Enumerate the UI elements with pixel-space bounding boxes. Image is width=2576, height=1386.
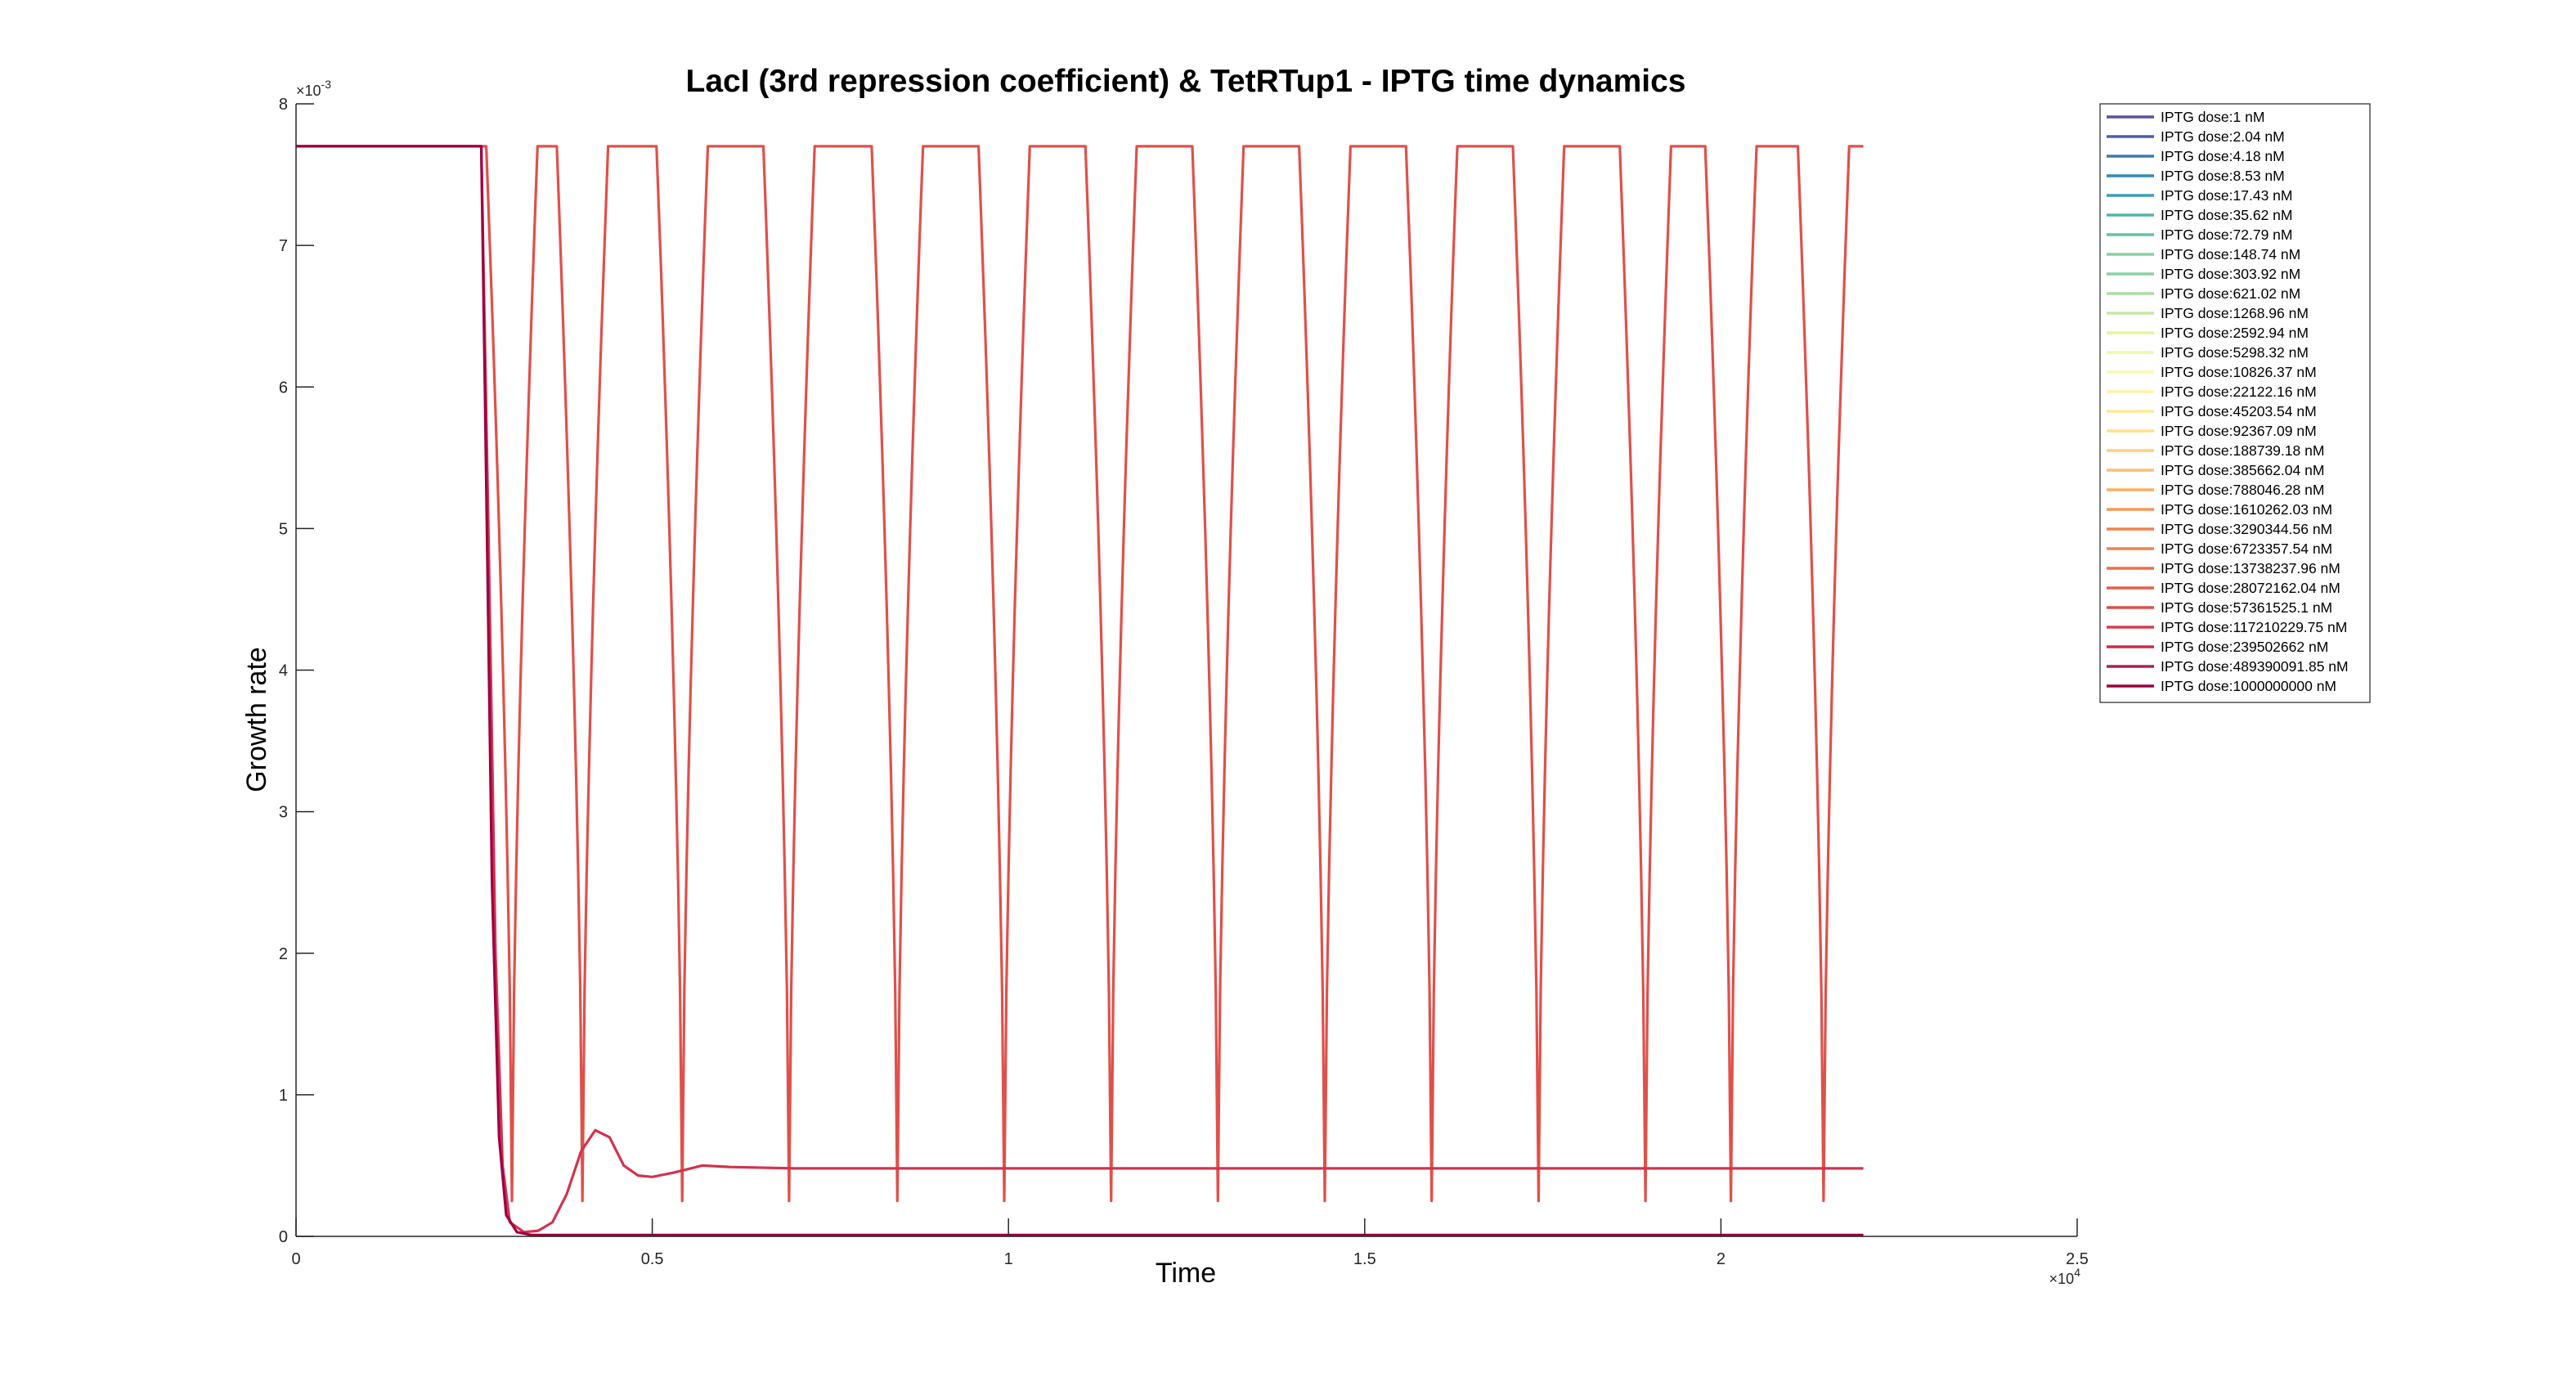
legend-entry-label: IPTG dose:6723357.54 nM [2161, 540, 2332, 557]
legend-entry-label: IPTG dose:57361525.1 nM [2161, 599, 2332, 616]
legend-entry-label: IPTG dose:45203.54 nM [2161, 403, 2317, 419]
legend-entry-label: IPTG dose:22122.16 nM [2161, 384, 2317, 400]
legend-entry-label: IPTG dose:10826.37 nM [2161, 364, 2317, 380]
x-tick-label: 0 [291, 1250, 300, 1268]
y-tick-label: 0 [279, 1228, 288, 1246]
y-tick-label: 3 [279, 804, 288, 822]
legend-entry-label: IPTG dose:3290344.56 nM [2161, 521, 2332, 537]
x-tick-label: 2 [1717, 1250, 1726, 1268]
legend-entry-label: IPTG dose:28072162.04 nM [2161, 580, 2340, 596]
y-tick-label: 4 [279, 662, 288, 680]
y-tick-label: 5 [279, 520, 288, 538]
y-exponent-label: ×10-3 [296, 78, 331, 99]
legend-entry-label: IPTG dose:117210229.75 nM [2161, 619, 2347, 635]
legend-entry-label: IPTG dose:1000000000 nM [2161, 678, 2336, 694]
legend-entry-label: IPTG dose:239502662 nM [2161, 639, 2328, 655]
chart-title: LacI (3rd repression coefficient) & TetR… [686, 64, 1686, 99]
legend-entry-label: IPTG dose:2592.94 nM [2161, 325, 2309, 341]
legend-entry-label: IPTG dose:4.18 nM [2161, 148, 2285, 164]
x-axis-title: Time [1156, 1258, 1216, 1289]
legend-entry-label: IPTG dose:1 nM [2161, 109, 2264, 125]
y-tick-label: 8 [279, 96, 288, 114]
x-tick-label: 0.5 [641, 1250, 664, 1268]
legend-entry-label: IPTG dose:2.04 nM [2161, 128, 2285, 145]
legend-entry-label: IPTG dose:35.62 nM [2161, 207, 2292, 223]
series-line-oscillating [296, 145, 1864, 1203]
y-tick-label: 2 [279, 945, 288, 963]
legend: IPTG dose:1 nM IPTG dose:2.04 nM IPTG dose… [2099, 103, 2371, 703]
x-tick-label: 1.5 [1353, 1250, 1376, 1268]
legend-entry-label: IPTG dose:788046.28 nM [2161, 482, 2324, 498]
legend-box [2099, 103, 2371, 703]
y-tick-label: 7 [279, 237, 288, 255]
legend-entry-label: IPTG dose:92367.09 nM [2161, 423, 2317, 439]
series-line-damped [296, 145, 1864, 1234]
legend-entry-label: IPTG dose:621.02 nM [2161, 285, 2300, 302]
legend-entry-label: IPTG dose:5298.32 nM [2161, 344, 2309, 361]
y-tick-label: 6 [279, 379, 288, 397]
legend-entry-label: IPTG dose:1268.96 nM [2161, 305, 2309, 321]
legend-entry-label: IPTG dose:188739.18 nM [2161, 442, 2324, 459]
x-tick-label: 2.5 [2066, 1250, 2089, 1268]
legend-entry-label: IPTG dose:13738237.96 nM [2161, 560, 2340, 576]
legend-entry-label: IPTG dose:489390091.85 nM [2161, 658, 2349, 675]
x-exponent-label: ×104 [2049, 1266, 2081, 1287]
legend-entry-label: IPTG dose:1610262.03 nM [2161, 501, 2332, 518]
legend-entry-label: IPTG dose:385662.04 nM [2161, 462, 2324, 478]
y-axis-title: Growth rate [241, 647, 272, 792]
y-tick-label: 1 [279, 1087, 288, 1105]
series-line-flat-zero [296, 145, 1864, 1236]
legend-entry-label: IPTG dose:17.43 nM [2161, 187, 2292, 204]
x-tick-label: 1 [1004, 1250, 1013, 1268]
legend-entry-label: IPTG dose:148.74 nM [2161, 246, 2300, 262]
series-lines [296, 145, 1864, 1236]
legend-entry-label: IPTG dose:72.79 nM [2161, 227, 2292, 243]
legend-entry-label: IPTG dose:8.53 nM [2161, 168, 2285, 184]
legend-entry-label: IPTG dose:303.92 nM [2161, 266, 2300, 282]
axes: 0 0.5 1 1.5 2 2.5 0 1 2 3 4 5 6 7 8 ×10-3 ×104 [279, 78, 2089, 1287]
